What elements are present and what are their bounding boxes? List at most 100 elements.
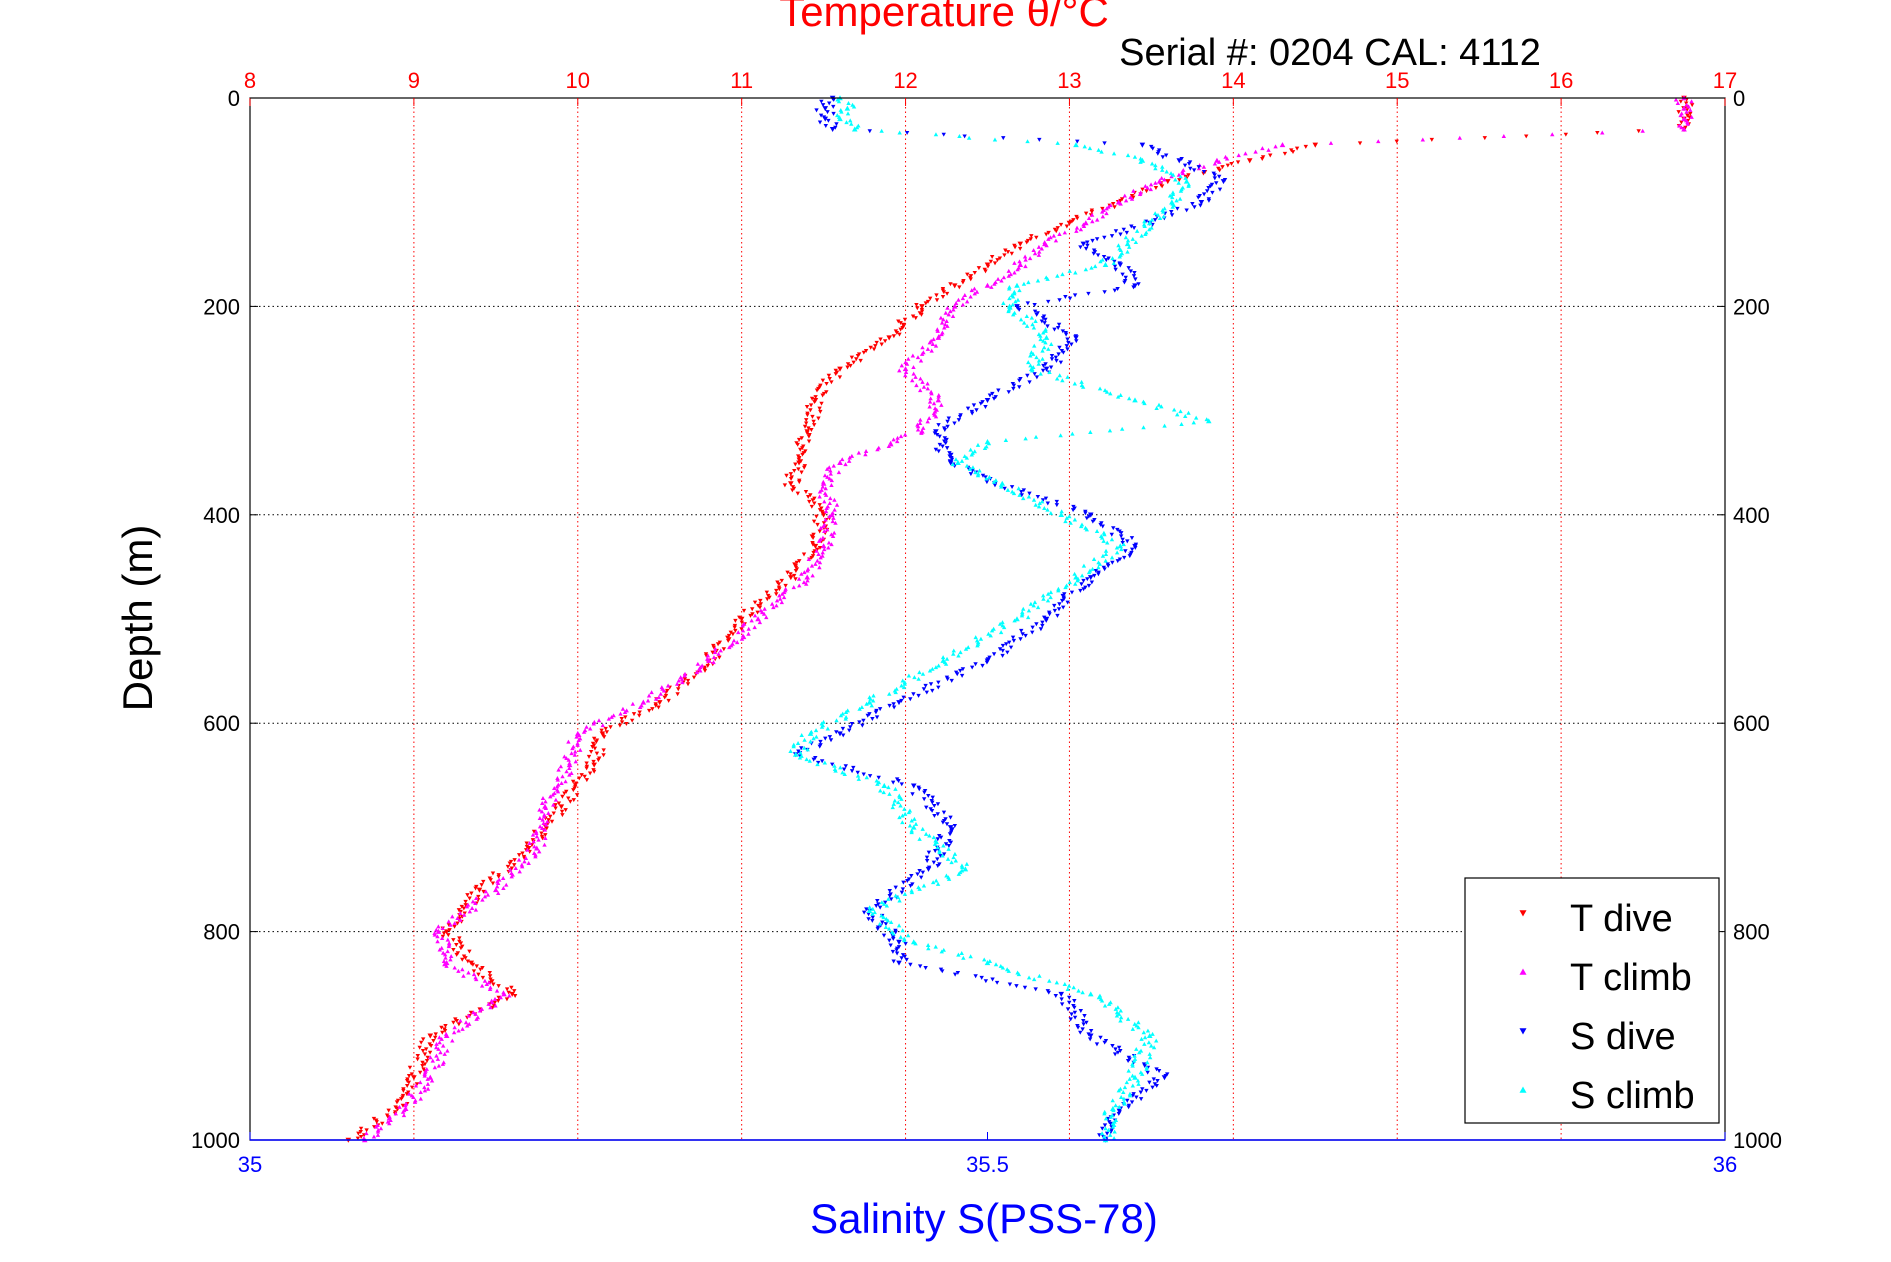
data-point xyxy=(896,700,902,706)
data-point xyxy=(1102,141,1107,146)
data-point xyxy=(603,726,608,731)
data-point xyxy=(806,494,811,499)
data-point xyxy=(918,875,924,880)
data-point xyxy=(526,861,531,866)
data-point xyxy=(1015,297,1021,302)
data-point xyxy=(364,1128,369,1133)
data-point xyxy=(1100,209,1105,214)
data-point xyxy=(915,306,920,311)
data-point xyxy=(877,905,883,910)
data-point xyxy=(1032,303,1037,307)
data-point xyxy=(829,380,834,385)
data-point xyxy=(948,815,953,820)
data-point xyxy=(1117,1104,1122,1109)
data-point xyxy=(485,892,491,897)
data-point xyxy=(364,1131,369,1136)
data-point xyxy=(1008,645,1014,650)
data-point xyxy=(975,473,981,478)
data-point xyxy=(805,431,810,436)
data-point xyxy=(897,368,902,373)
data-point xyxy=(442,962,447,967)
data-point xyxy=(866,699,873,705)
data-point xyxy=(1002,253,1007,258)
data-point xyxy=(513,866,518,871)
data-point xyxy=(440,1030,445,1035)
data-point xyxy=(401,1113,407,1118)
data-point xyxy=(1136,1081,1141,1086)
data-point xyxy=(533,854,538,859)
legend-marker xyxy=(1519,968,1527,975)
data-point xyxy=(925,943,931,947)
data-point xyxy=(820,550,825,555)
data-point xyxy=(841,733,846,738)
data-point xyxy=(902,954,908,959)
data-point xyxy=(600,723,605,728)
data-point xyxy=(1685,121,1690,126)
data-point xyxy=(418,1090,423,1095)
data-point xyxy=(649,690,654,695)
data-point xyxy=(810,573,815,578)
data-point xyxy=(1063,519,1068,524)
data-point xyxy=(1159,175,1164,180)
data-point xyxy=(927,668,933,673)
data-point xyxy=(1118,1049,1123,1054)
data-point xyxy=(412,1099,418,1104)
data-point xyxy=(1105,540,1110,545)
data-point xyxy=(847,455,852,460)
data-point xyxy=(806,439,812,444)
data-point xyxy=(579,773,584,778)
data-point xyxy=(863,349,869,354)
data-point xyxy=(427,1074,434,1080)
data-point xyxy=(549,819,555,824)
data-point xyxy=(1121,542,1126,547)
data-point xyxy=(1078,524,1084,529)
data-point xyxy=(1152,211,1158,216)
data-point xyxy=(361,1136,367,1141)
data-point xyxy=(458,941,464,946)
data-point xyxy=(415,1057,420,1062)
data-point xyxy=(1000,965,1006,970)
data-point xyxy=(934,878,939,883)
data-point xyxy=(1062,982,1068,987)
data-point xyxy=(780,591,785,596)
data-point xyxy=(921,687,927,692)
data-point xyxy=(504,997,510,1002)
data-point xyxy=(992,281,997,286)
data-point xyxy=(1266,147,1271,152)
data-point xyxy=(801,552,807,557)
data-point xyxy=(540,801,545,805)
data-point xyxy=(986,631,991,636)
data-point xyxy=(893,930,898,935)
data-point xyxy=(460,1026,465,1031)
data-point xyxy=(1112,264,1118,269)
data-point xyxy=(1103,558,1108,563)
data-point xyxy=(1036,504,1042,509)
data-point xyxy=(831,463,836,468)
data-point xyxy=(983,979,989,984)
data-point xyxy=(1159,184,1165,189)
data-point xyxy=(584,766,589,771)
data-point xyxy=(1118,232,1123,237)
data-point xyxy=(387,1121,392,1126)
data-point xyxy=(819,759,825,764)
data-point xyxy=(1066,983,1072,988)
legend-label: S climb xyxy=(1570,1075,1695,1117)
data-point xyxy=(420,1060,425,1065)
data-point xyxy=(895,439,900,444)
data-point xyxy=(1078,245,1083,250)
data-point xyxy=(746,626,751,631)
data-point xyxy=(1108,1114,1114,1119)
data-point xyxy=(1679,125,1684,130)
data-point xyxy=(1032,600,1038,605)
data-point xyxy=(1042,615,1047,620)
data-point xyxy=(897,898,902,903)
data-point xyxy=(846,101,851,105)
data-point xyxy=(920,379,925,384)
data-point xyxy=(1093,568,1099,573)
data-point xyxy=(1130,1063,1135,1068)
data-point xyxy=(507,993,512,998)
data-point xyxy=(776,582,782,587)
data-point xyxy=(878,788,883,793)
data-point xyxy=(1144,1065,1149,1070)
data-point xyxy=(1214,181,1219,186)
